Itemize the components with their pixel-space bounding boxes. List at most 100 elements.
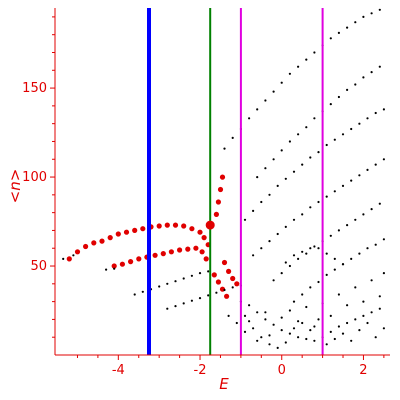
black-data-point (362, 314, 365, 317)
red-data-point (219, 174, 226, 180)
x-axis-title: E (219, 375, 229, 393)
black-data-point (317, 280, 320, 284)
black-data-point (341, 263, 345, 266)
red-data-point (211, 272, 217, 278)
black-data-point (264, 99, 267, 102)
black-data-point (313, 245, 316, 248)
black-data-point (378, 8, 381, 11)
black-data-point (113, 267, 116, 270)
black-data-point (366, 321, 369, 325)
black-data-point (231, 136, 234, 139)
red-data-point (115, 231, 121, 237)
red-data-point (234, 281, 240, 287)
black-data-point (301, 250, 304, 253)
black-data-point (333, 190, 336, 193)
black-data-point (370, 208, 373, 211)
black-data-point (354, 286, 357, 289)
red-data-point (119, 261, 125, 267)
black-data-point (190, 299, 193, 302)
black-data-point (329, 234, 332, 237)
red-data-point (91, 240, 97, 246)
red-data-point (74, 249, 81, 255)
black-data-point (252, 254, 255, 257)
black-data-point (325, 343, 328, 346)
black-data-point (284, 225, 287, 228)
black-data-point (272, 323, 275, 326)
black-data-point (350, 257, 353, 260)
black-data-point (280, 272, 283, 275)
black-data-point (301, 321, 304, 325)
black-data-point (243, 330, 247, 333)
black-data-point (301, 293, 304, 296)
black-data-point (354, 318, 357, 321)
highlight-point (205, 220, 215, 230)
black-data-point (309, 247, 312, 250)
black-data-point (329, 37, 332, 40)
red-data-point (107, 235, 113, 241)
black-data-point (370, 71, 373, 74)
black-data-point (141, 290, 144, 293)
red-data-point (217, 186, 224, 193)
black-data-point (256, 311, 259, 314)
black-data-point (268, 343, 271, 346)
black-data-point (370, 311, 373, 314)
red-data-point (181, 223, 187, 229)
black-data-point (276, 232, 279, 236)
black-data-point (317, 247, 320, 250)
black-data-point (329, 314, 332, 317)
black-data-point (333, 257, 336, 260)
black-data-point (374, 243, 377, 246)
black-data-point (362, 213, 365, 216)
red-data-point (156, 223, 162, 229)
black-data-point (248, 304, 251, 307)
black-data-point (358, 122, 361, 125)
black-data-point (256, 339, 259, 342)
black-data-point (378, 307, 381, 310)
red-data-point (66, 256, 72, 262)
black-data-point (280, 329, 283, 332)
black-data-point (264, 167, 267, 170)
black-data-point (297, 320, 300, 323)
black-data-point (333, 337, 336, 341)
black-data-point (215, 291, 218, 294)
black-data-point (198, 272, 202, 275)
red-data-point (172, 222, 179, 228)
black-data-point (288, 264, 291, 268)
black-data-point (305, 126, 308, 129)
black-data-point (297, 133, 300, 136)
red-data-point (177, 247, 183, 253)
red-data-point (99, 238, 105, 244)
black-data-point (341, 332, 345, 335)
red-data-point (136, 256, 142, 262)
black-data-point (264, 311, 267, 314)
black-data-point (382, 238, 385, 241)
x-tick-label: -2 (194, 363, 207, 378)
axes: -4 -2 0 2 50 100 150 (22, 8, 390, 378)
black-data-point (333, 268, 336, 271)
black-data-point (280, 81, 283, 84)
black-data-point (276, 346, 279, 349)
black-data-point (280, 149, 283, 152)
black-data-point (207, 294, 210, 297)
black-data-point (362, 300, 365, 303)
black-data-point (358, 252, 361, 255)
black-data-point (346, 88, 349, 91)
black-data-point (354, 21, 357, 24)
black-data-point (370, 12, 373, 15)
black-data-point (174, 305, 177, 308)
black-data-point (337, 31, 340, 34)
black-data-point (358, 174, 361, 177)
black-data-point (166, 307, 169, 310)
black-data-point (301, 213, 304, 216)
black-data-point (378, 202, 381, 205)
red-data-point (160, 251, 166, 257)
black-data-point (325, 195, 328, 198)
black-data-point (252, 327, 255, 330)
black-data-point (182, 302, 185, 305)
black-data-point (366, 117, 369, 120)
black-data-point (374, 111, 377, 115)
red-data-point (221, 259, 228, 266)
black-data-point (133, 293, 136, 296)
red-data-point (168, 249, 174, 255)
red-data-point (193, 245, 199, 251)
